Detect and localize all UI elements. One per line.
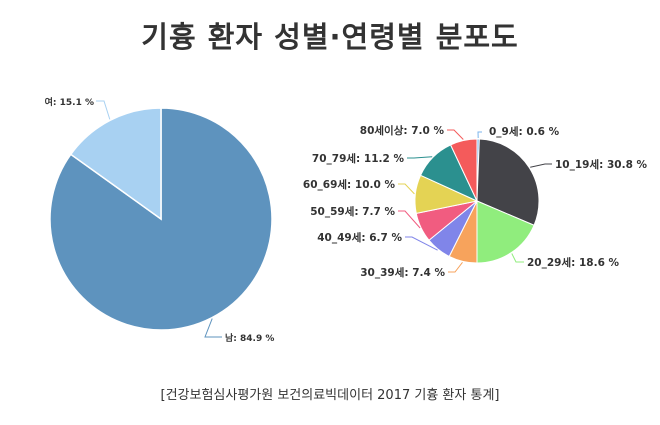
pie-chart-1: 남: 84.9 % 여: 15.1 % <box>45 96 275 344</box>
data-label: 70_79세: 11.2 % <box>312 152 405 165</box>
pie-slice-20-29-2[interactable] <box>476 200 535 264</box>
data-label: 0_9세: 0.6 % <box>489 125 560 138</box>
data-label: 80세이상: 7.0 % <box>360 124 445 137</box>
source-caption: [건강보험심사평가원 보건의료빅데이터 2017 기흉 환자 통계] <box>160 388 500 403</box>
connector-line <box>398 210 421 229</box>
connector-line <box>447 129 464 140</box>
connector-line <box>407 156 433 159</box>
pie-slice-10-19-1[interactable] <box>476 138 540 226</box>
data-label: 40_49세: 6.7 % <box>317 231 402 244</box>
data-label: 남: 84.9 % <box>225 332 274 344</box>
connector-line <box>477 131 482 139</box>
pie-slice-80-8[interactable] <box>449 138 478 202</box>
data-label: 10_19세: 30.8 % <box>555 158 648 171</box>
chart-title: 기흉 환자 성별·연령별 분포도 <box>141 20 519 54</box>
connector-line <box>96 100 111 120</box>
pie-chart-2: 0_9세: 0.6 % 10_19세: 30.8 % 20_29세: 18.6 % 3… <box>303 124 648 279</box>
connector-line <box>398 183 415 195</box>
data-label: 60_69세: 10.0 % <box>303 178 396 191</box>
data-label: 50_59세: 7.7 % <box>310 205 395 218</box>
connector-line <box>405 236 438 251</box>
connector-line <box>511 253 524 263</box>
pie-slice-slice-1[interactable] <box>69 107 162 221</box>
connector-line <box>530 163 552 168</box>
data-label: 30_39세: 7.4 % <box>360 266 445 279</box>
connector-line <box>204 318 222 338</box>
connector-line <box>448 261 463 273</box>
data-label: 20_29세: 18.6 % <box>527 256 620 269</box>
data-label: 여: 15.1 % <box>45 96 94 108</box>
